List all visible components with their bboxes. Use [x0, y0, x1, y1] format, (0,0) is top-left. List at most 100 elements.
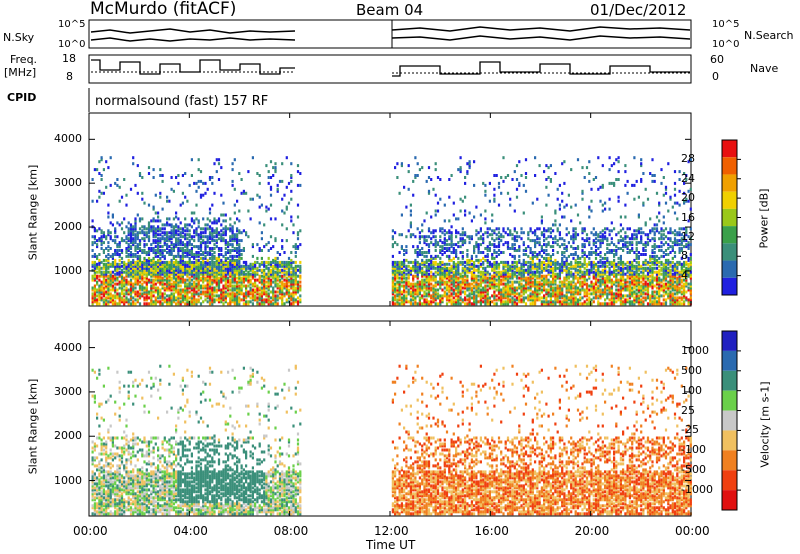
data-cell	[157, 280, 160, 284]
data-cell	[585, 278, 589, 282]
data-cell	[398, 233, 401, 237]
data-cell	[491, 284, 494, 288]
data-cell	[195, 282, 198, 286]
data-cell	[224, 300, 227, 304]
data-cell	[524, 276, 528, 280]
data-cell	[412, 266, 415, 270]
data-cell	[172, 292, 175, 296]
data-cell	[138, 172, 142, 175]
data-cell	[466, 268, 469, 272]
data-cell	[141, 249, 144, 252]
data-cell	[204, 278, 207, 282]
data-cell	[522, 270, 525, 274]
data-cell	[457, 294, 460, 298]
data-cell	[427, 288, 431, 292]
data-cell	[396, 280, 399, 284]
data-cell	[102, 298, 105, 302]
data-cell	[506, 243, 510, 247]
data-cell	[197, 274, 200, 278]
data-cell	[231, 278, 234, 282]
data-cell	[138, 272, 142, 276]
data-cell	[229, 243, 232, 247]
data-cell	[170, 176, 173, 179]
data-cell	[120, 284, 124, 288]
data-cell	[163, 288, 166, 292]
data-cell	[254, 280, 257, 284]
data-cell	[163, 237, 166, 241]
data-cell	[534, 229, 537, 233]
data-cell	[170, 276, 173, 280]
data-cell	[159, 229, 162, 233]
data-cell	[96, 302, 99, 306]
data-cell	[443, 270, 446, 274]
data-cell	[409, 213, 412, 217]
data-cell	[448, 286, 451, 290]
data-cell	[163, 274, 166, 278]
data-cell	[606, 286, 609, 290]
data-cell	[213, 300, 216, 304]
data-cell	[242, 292, 245, 296]
data-cell	[502, 288, 505, 292]
data-cell	[513, 274, 516, 278]
data-cell	[204, 266, 207, 270]
data-cell	[177, 290, 180, 294]
data-cell	[188, 282, 191, 286]
data-cell	[439, 260, 442, 264]
data-cell	[287, 284, 291, 288]
data-cell	[163, 298, 166, 302]
data-cell	[204, 256, 207, 260]
data-cell	[549, 296, 552, 300]
data-cell	[497, 278, 501, 282]
data-cell	[177, 288, 180, 292]
data-cell	[502, 276, 505, 280]
data-cell	[536, 280, 539, 284]
data-cell	[400, 292, 403, 296]
data-cell	[220, 274, 223, 278]
data-cell	[107, 253, 110, 256]
data-cell	[504, 268, 507, 272]
data-cell	[227, 251, 230, 254]
data-cell	[222, 213, 225, 217]
data-cell	[136, 191, 139, 195]
data-cell	[213, 191, 216, 195]
data-cell	[529, 249, 532, 252]
data-cell	[536, 197, 539, 201]
data-cell	[236, 243, 239, 247]
data-cell	[236, 272, 239, 276]
data-cell	[272, 258, 275, 262]
data-cell	[554, 260, 557, 264]
data-cell	[120, 282, 124, 286]
data-cell	[585, 237, 589, 241]
data-cell	[132, 156, 135, 160]
data-cell	[247, 266, 250, 270]
data-cell	[213, 294, 216, 298]
data-cell	[491, 254, 494, 258]
data-cell	[186, 284, 189, 288]
data-cell	[276, 268, 279, 272]
data-cell	[421, 247, 424, 250]
data-cell	[211, 282, 214, 286]
data-cell	[459, 239, 462, 243]
data-cell	[245, 191, 248, 195]
data-cell	[552, 253, 555, 256]
data-cell	[154, 254, 157, 258]
data-cell	[518, 181, 521, 185]
data-cell	[567, 193, 570, 197]
data-cell	[581, 262, 584, 266]
data-cell	[450, 264, 453, 268]
data-cell	[254, 294, 257, 298]
data-cell	[170, 243, 173, 247]
data-cell	[105, 290, 108, 294]
data-cell	[141, 292, 144, 296]
data-cell	[536, 288, 539, 292]
data-cell	[558, 290, 561, 294]
data-cell	[604, 268, 607, 272]
data-cell	[534, 233, 537, 237]
data-cell	[193, 264, 196, 268]
data-cell	[217, 286, 221, 290]
data-cell	[249, 278, 252, 282]
data-cell	[247, 235, 250, 239]
data-cell	[238, 251, 241, 254]
data-cell	[522, 241, 525, 245]
data-cell	[258, 247, 261, 250]
